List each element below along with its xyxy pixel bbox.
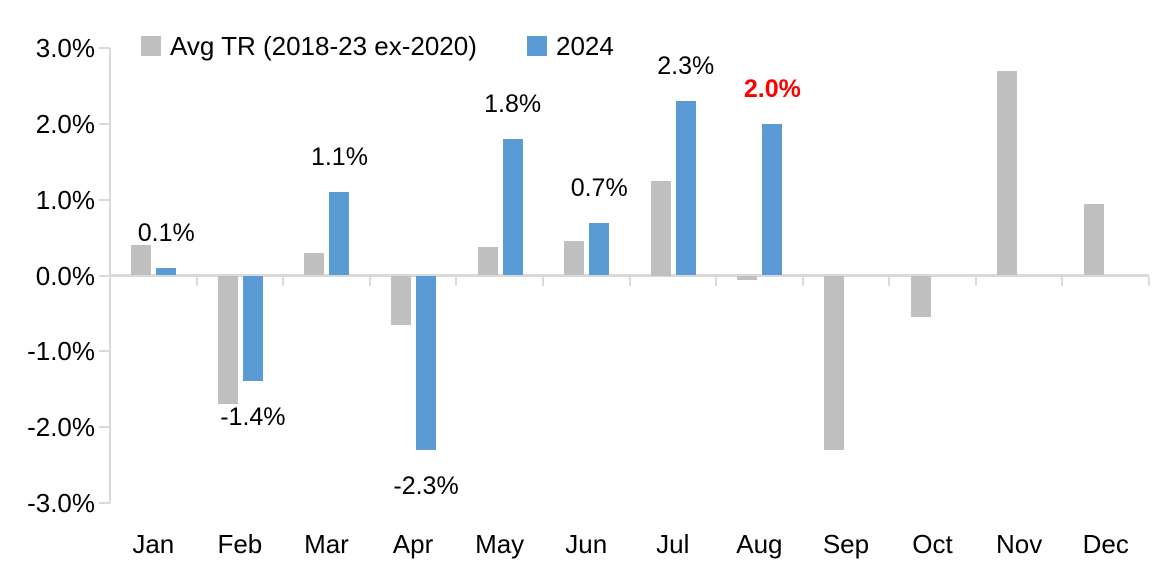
- x-axis-tick-mark: [541, 276, 544, 286]
- x-axis-tick-mark: [109, 276, 111, 286]
- x-axis-label: Jun: [565, 529, 608, 559]
- bar-2024: [589, 222, 610, 276]
- bar-avg-tr: [997, 71, 1018, 276]
- bar-data-label: 0.1%: [137, 218, 195, 247]
- x-axis-label: Jan: [132, 529, 175, 559]
- x-axis-label: Dec: [1082, 529, 1129, 559]
- legend-swatch-avg-tr-icon: [141, 36, 161, 56]
- bar-avg-tr: [131, 245, 152, 276]
- legend-label-avg-tr: Avg TR (2018-23 ex-2020): [170, 31, 477, 61]
- x-axis-tick-mark: [368, 276, 371, 286]
- x-axis-tick-mark: [715, 276, 718, 286]
- y-axis-tick-mark: [99, 198, 110, 201]
- bar-avg-tr: [477, 247, 498, 276]
- bar-data-label: 2.3%: [657, 52, 715, 81]
- bar-avg-tr: [391, 275, 412, 325]
- y-axis-tick-mark: [99, 501, 110, 504]
- y-axis-tick-label: 3.0%: [35, 33, 95, 64]
- legend-item-2024: 2024: [527, 31, 614, 61]
- y-axis-tick-mark: [99, 123, 110, 126]
- bar-data-label: 0.7%: [570, 173, 628, 202]
- x-axis-tick-mark: [628, 276, 631, 286]
- x-axis-label: Mar: [304, 529, 349, 559]
- x-axis-label: Nov: [996, 529, 1043, 559]
- y-axis-tick-mark: [99, 47, 110, 50]
- x-axis-label: Sep: [822, 529, 870, 559]
- bar-2024: [242, 275, 263, 382]
- bar-avg-tr: [910, 275, 931, 318]
- bar-2024: [156, 267, 177, 276]
- bar-avg-tr: [304, 252, 325, 276]
- x-axis-tick-mark: [1148, 276, 1150, 286]
- bar-2024: [675, 101, 696, 276]
- y-axis-tick-label: -1.0%: [27, 336, 95, 367]
- bar-data-label: 1.8%: [484, 90, 542, 119]
- bar-data-label: 2.0%: [743, 75, 801, 104]
- x-axis-tick-mark: [195, 276, 198, 286]
- y-axis-tick-label: 2.0%: [35, 109, 95, 140]
- x-axis-tick-mark: [455, 276, 458, 286]
- bar-data-label: 1.1%: [310, 143, 368, 172]
- bar-2024: [502, 139, 523, 276]
- bar-avg-tr: [737, 275, 758, 281]
- y-axis-tick-label: 0.0%: [35, 260, 95, 291]
- y-axis-tick-label: -2.0%: [27, 411, 95, 442]
- y-axis-tick-label: -3.0%: [27, 487, 95, 518]
- x-axis-tick-mark: [801, 276, 804, 286]
- bar-avg-tr: [823, 275, 844, 450]
- x-axis-label: Apr: [392, 529, 434, 559]
- x-axis-tick-mark: [974, 276, 977, 286]
- bar-avg-tr: [564, 241, 585, 276]
- bar-avg-tr: [650, 180, 671, 276]
- x-axis-tick-mark: [282, 276, 285, 286]
- x-axis-label: May: [475, 529, 525, 559]
- x-axis-label: Feb: [217, 529, 263, 559]
- legend-label-2024: 2024: [556, 31, 614, 61]
- y-axis-tick-mark: [99, 425, 110, 428]
- bar-avg-tr: [1083, 203, 1104, 276]
- x-axis-tick-mark: [1061, 276, 1064, 286]
- x-axis-label: Aug: [736, 529, 783, 559]
- bar-data-label: -2.3%: [393, 471, 459, 500]
- legend-swatch-2024-icon: [527, 36, 547, 56]
- bar-2024: [329, 192, 350, 276]
- bar-data-label: -1.4%: [220, 403, 286, 432]
- y-axis-tick-mark: [99, 350, 110, 353]
- legend-item-avg-tr: Avg TR (2018-23 ex-2020): [141, 31, 477, 61]
- y-axis-tick-label: 1.0%: [35, 184, 95, 215]
- bar-2024: [762, 124, 783, 276]
- x-axis-line: [110, 274, 1149, 277]
- bar-avg-tr: [217, 275, 238, 405]
- y-axis-tick-mark: [99, 274, 110, 277]
- x-axis-label: Oct: [912, 529, 953, 559]
- x-axis-label: Jul: [656, 529, 690, 559]
- bar-2024: [416, 275, 437, 450]
- x-axis-tick-mark: [888, 276, 891, 286]
